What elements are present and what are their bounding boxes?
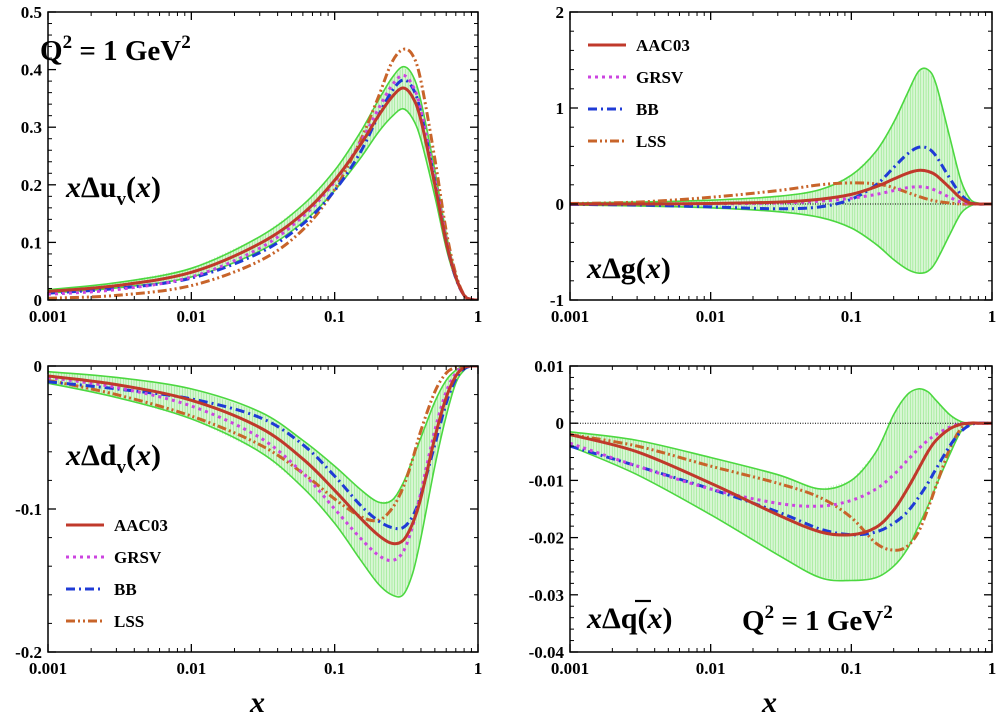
series-bb	[48, 366, 478, 531]
band-lower-edge	[570, 422, 992, 582]
label-q2-bottom: Q2 = 1 GeV2	[742, 602, 893, 637]
y-tick-label: 0.1	[21, 233, 42, 252]
y-tick-label: 0.4	[21, 61, 43, 80]
plot-area	[570, 67, 992, 275]
x-axis-label-right: x	[761, 686, 777, 719]
y-tick-label: 0	[556, 195, 565, 214]
band-lower-edge	[48, 366, 478, 598]
y-tick-label: -1	[550, 291, 564, 310]
series-aac03	[48, 366, 478, 546]
x-tick-label: 0.1	[324, 307, 345, 326]
legend-label-bb: BB	[114, 580, 137, 599]
legend-label-bb: BB	[636, 100, 659, 119]
series-lss	[48, 47, 478, 300]
label-xdelta-qbar: xΔq(x)	[586, 602, 672, 635]
legend-label-aac03: AAC03	[636, 36, 690, 55]
panel-bottom-left: 0.001 0.01 0.1 1 -0.2 -0.1 0	[15, 357, 482, 678]
series-aac03	[570, 421, 992, 537]
legend-bottom-left-panel: AAC03 GRSV BB LSS	[66, 516, 168, 631]
y-tick-label: 0	[34, 291, 43, 310]
y-tick-label: 0.3	[21, 118, 42, 137]
x-tick-label: 0.1	[841, 307, 862, 326]
legend-label-aac03: AAC03	[114, 516, 168, 535]
label-xdelta-dv: xΔdv(x)	[65, 439, 161, 478]
plot-area	[48, 47, 478, 300]
x-tick-label: 0.1	[841, 659, 862, 678]
legend-label-lss: LSS	[114, 612, 144, 631]
series-aac03	[570, 168, 992, 206]
plot-area	[570, 387, 992, 582]
y-tick-label: 0.5	[21, 3, 42, 22]
x-tick-label: 1	[988, 307, 997, 326]
x-tick-label: 0.001	[29, 307, 67, 326]
panel-bottom-right: 0.001 0.01 0.1 1 -0.04 -0.03 -0.02 -0.01 0 0.01	[529, 357, 997, 678]
plot-area	[48, 366, 478, 598]
y-tick-label: -0.01	[529, 471, 564, 490]
legend-label-lss: LSS	[636, 132, 666, 151]
x-tick-label: 0.001	[29, 659, 67, 678]
panel-top-right: 0.001 0.01 0.1 1 -1 0 1 2	[550, 3, 996, 326]
band-upper-edge	[48, 366, 478, 504]
series-bb	[48, 78, 478, 300]
y-tick-label: -0.2	[15, 643, 42, 662]
band-lower-edge	[48, 107, 478, 300]
y-tick-label: -0.03	[529, 586, 564, 605]
y-tick-label: 0.01	[534, 357, 564, 376]
x-tick-label: 0.001	[551, 659, 589, 678]
y-tick-label: -0.02	[529, 529, 564, 548]
axes-frame	[569, 365, 993, 653]
legend-label-grsv: GRSV	[636, 68, 684, 87]
x-tick-label: 0.01	[696, 659, 726, 678]
y-tick-label: 0	[34, 357, 43, 376]
legend-label-grsv: GRSV	[114, 548, 162, 567]
x-tick-label: 0.1	[324, 659, 345, 678]
y-tick-label: 0	[556, 414, 565, 433]
axes-frame	[47, 11, 479, 301]
x-tick-label: 1	[474, 659, 483, 678]
band-upper-edge	[570, 67, 992, 205]
series-aac03	[48, 86, 478, 300]
y-tick-label: -0.04	[529, 643, 565, 662]
x-tick-label: 0.01	[696, 307, 726, 326]
x-tick-label: 1	[988, 659, 997, 678]
panel-top-left: 0.001 0.01 0.1 1 0 0.1 0.2 0.3 0.4 0.5	[21, 3, 483, 326]
label-q2-top: Q2 = 1 GeV2	[40, 32, 191, 67]
y-tick-label: -0.1	[15, 500, 42, 519]
x-tick-label: 1	[474, 307, 483, 326]
legend-top-right-panel: AAC03 GRSV BB LSS	[588, 36, 690, 151]
x-axis-label-left: x	[249, 686, 265, 719]
label-xdelta-g: xΔg(x)	[586, 252, 671, 285]
y-tick-label: 2	[556, 3, 565, 22]
label-xdelta-uv: xΔuv(x)	[65, 171, 161, 210]
x-tick-label: 0.01	[176, 659, 206, 678]
y-tick-label: 1	[556, 99, 565, 118]
y-tick-label: 0.2	[21, 176, 42, 195]
band-lower-edge	[570, 203, 992, 275]
x-tick-label: 0.001	[551, 307, 589, 326]
x-tick-label: 0.01	[176, 307, 206, 326]
axes-frame	[569, 11, 993, 301]
series-grsv	[48, 366, 478, 563]
